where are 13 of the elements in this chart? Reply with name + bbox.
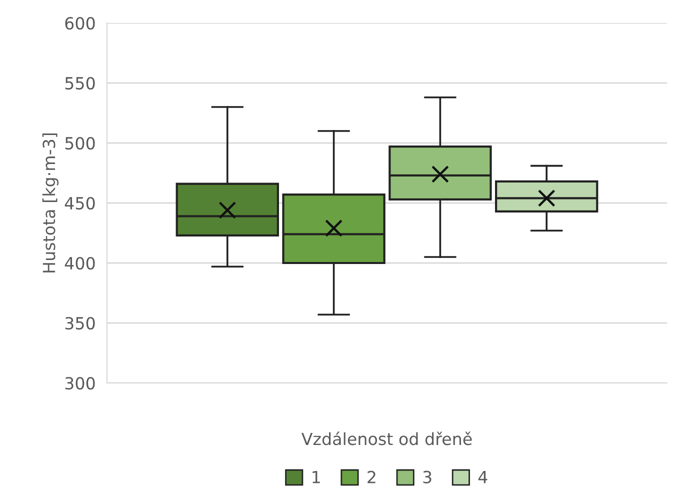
y-tick-label: 400 — [64, 256, 95, 270]
y-tick-label: 600 — [65, 16, 95, 30]
y-tick-label: 350 — [65, 316, 95, 330]
y-axis-title: Hustota [kg·m-3] — [42, 133, 59, 272]
y-tick-label: 550 — [65, 76, 95, 90]
y-tick-label: 500 — [65, 136, 95, 150]
x-axis-title: Vzdálenost od dřeně — [301, 432, 472, 446]
legend-label: 4 — [478, 471, 488, 484]
legend-label: 1 — [312, 471, 320, 484]
legend-label: 3 — [423, 470, 432, 484]
y-tick-label: 450 — [64, 196, 95, 210]
legend-label: 2 — [368, 470, 376, 484]
y-tick-label: 300 — [65, 376, 95, 390]
